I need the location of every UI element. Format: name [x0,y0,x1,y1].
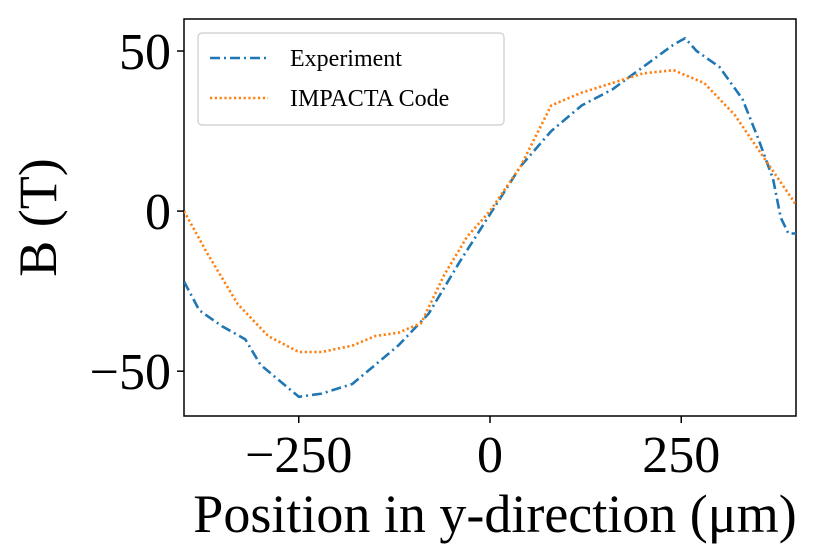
plot-area: −250 0 250 −50 0 50 [90,18,797,484]
y-tick-label: 0 [145,184,171,241]
series-layer [184,36,796,399]
legend-label-experiment: Experiment [290,46,402,72]
x-tick-label: 0 [477,427,503,484]
x-tick-label: −250 [245,427,352,484]
y-tick-label: −50 [90,344,171,401]
legend: Experiment IMPACTA Code [197,32,505,126]
series-line-experiment [184,36,796,399]
legend-label-impacta-code: IMPACTA Code [290,86,449,112]
y-tick-label: 50 [119,24,171,81]
x-axis-label: Position in y-direction (μm) [193,484,796,544]
x-tick-label: 250 [642,427,720,484]
tick-layer: −250 0 250 −50 0 50 [90,24,721,484]
y-axis-label: B (T) [8,158,68,276]
legend-box [197,32,505,126]
series-line-impacta-code [184,68,796,354]
